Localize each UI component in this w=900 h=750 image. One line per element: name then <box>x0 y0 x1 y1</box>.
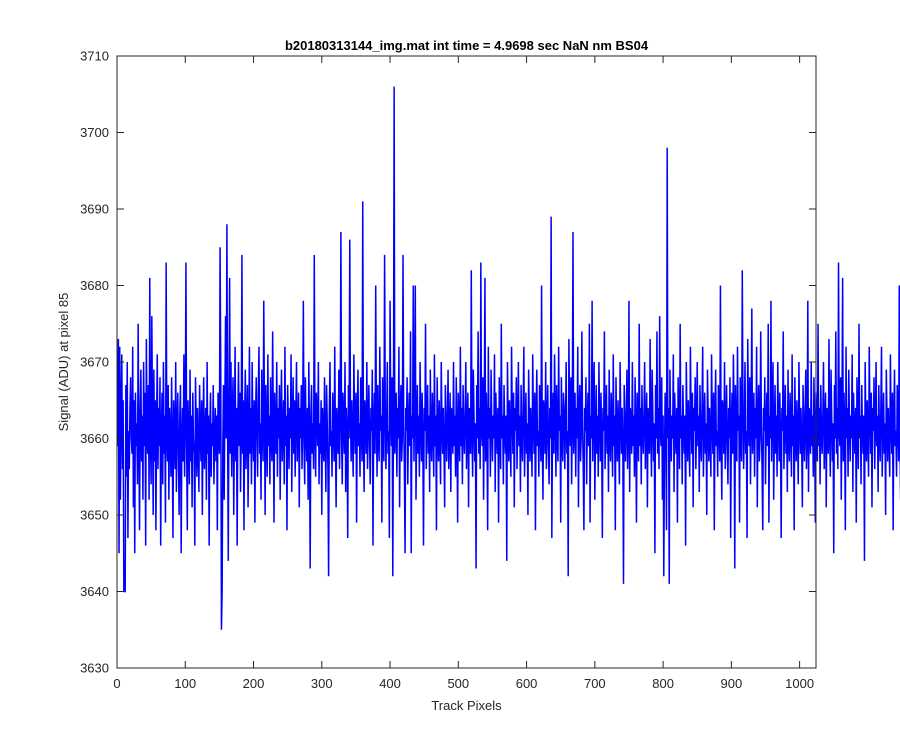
x-tick-label: 800 <box>652 676 674 691</box>
x-tick-label: 400 <box>379 676 401 691</box>
x-tick-label: 300 <box>311 676 333 691</box>
y-tick-label: 3640 <box>80 584 109 599</box>
y-tick-label: 3710 <box>80 49 109 64</box>
x-tick-label: 700 <box>584 676 606 691</box>
y-axis-ticks: 3630 3640 3650 3660 3670 3680 3690 3700 3710 <box>80 49 816 676</box>
y-axis-label: Signal (ADU) at pixel 85 <box>56 293 71 432</box>
chart-title: b20180313144_img.mat int time = 4.9698 s… <box>285 38 649 53</box>
y-tick-label: 3700 <box>80 125 109 140</box>
x-tick-label: 0 <box>113 676 120 691</box>
y-tick-label: 3690 <box>80 202 109 217</box>
y-tick-label: 3680 <box>80 278 109 293</box>
x-axis-ticks: 0 100 200 300 400 500 600 700 800 900 1000 <box>113 56 814 691</box>
x-tick-label: 100 <box>174 676 196 691</box>
y-tick-label: 3650 <box>80 508 109 523</box>
x-tick-label: 900 <box>721 676 743 691</box>
series-line <box>116 86 900 630</box>
y-tick-label: 3630 <box>80 661 109 676</box>
x-tick-label: 500 <box>447 676 469 691</box>
x-axis-label: Track Pixels <box>431 698 502 713</box>
y-tick-label: 3660 <box>80 431 109 446</box>
x-tick-label: 600 <box>516 676 538 691</box>
x-tick-label: 200 <box>243 676 265 691</box>
x-tick-label: 1000 <box>785 676 814 691</box>
y-tick-label: 3670 <box>80 355 109 370</box>
